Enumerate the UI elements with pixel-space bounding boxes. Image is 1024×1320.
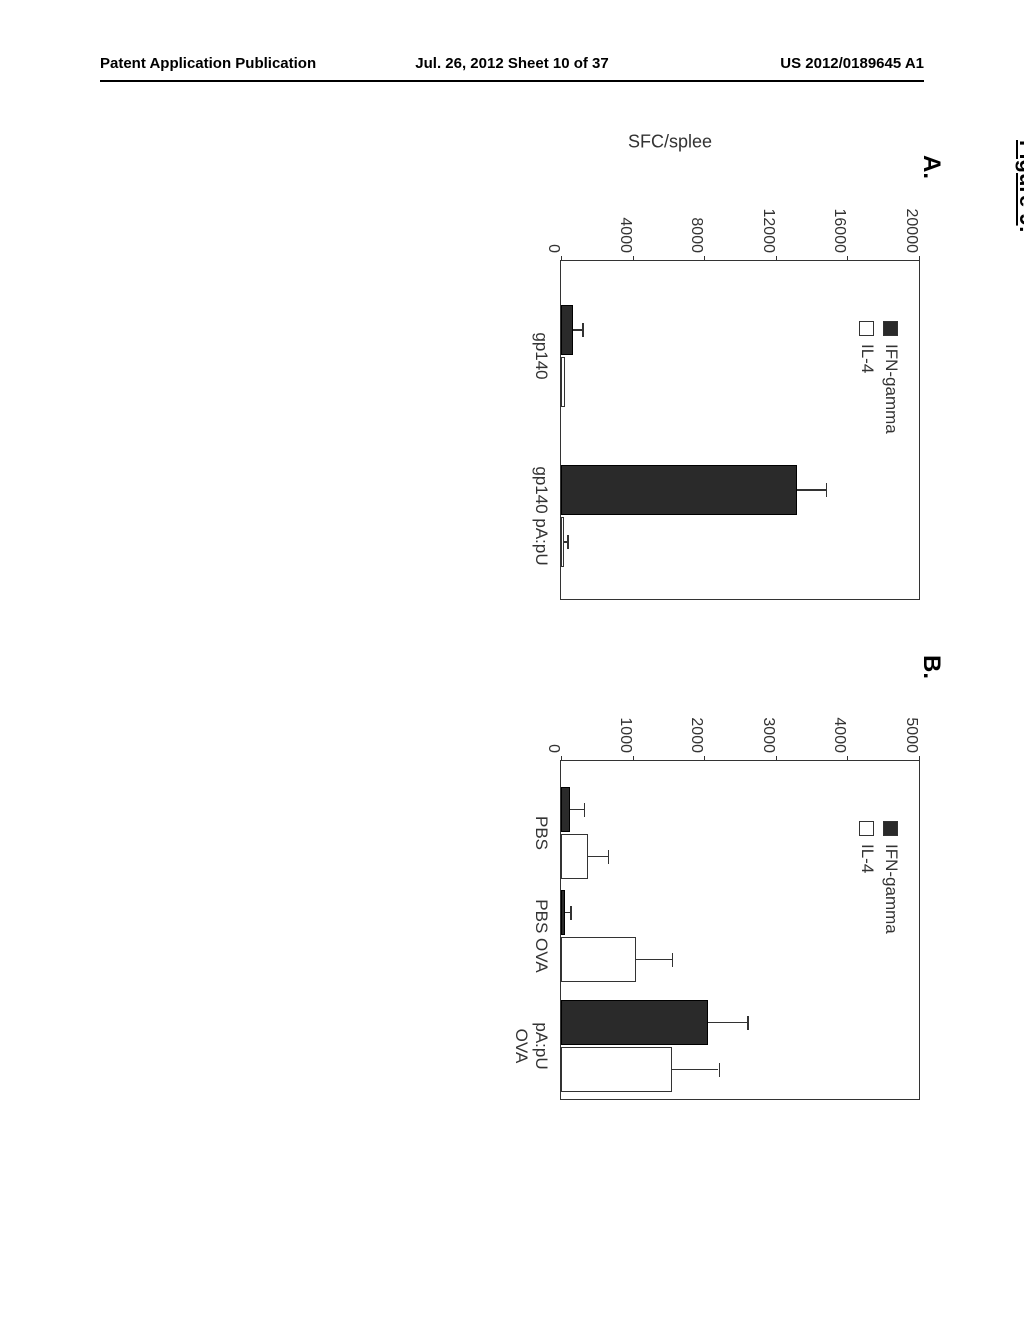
y-tick-mark bbox=[633, 756, 634, 761]
y-tick-label: 5000 bbox=[902, 717, 920, 761]
x-tick-label: PBS bbox=[531, 816, 561, 850]
error-bar-cap bbox=[584, 803, 586, 817]
figure-area: Figure 9: A. SFC/splee IFN-gamma IL-4 04… bbox=[40, 250, 1024, 1030]
error-bar bbox=[708, 1022, 747, 1024]
y-tick-mark bbox=[561, 756, 562, 761]
y-tick-label: 4000 bbox=[616, 217, 634, 261]
y-tick-label: 0 bbox=[544, 244, 562, 261]
error-bar bbox=[588, 856, 607, 858]
panel-label-b: B. bbox=[917, 655, 945, 679]
y-tick-label: 20000 bbox=[902, 209, 920, 262]
legend-swatch-filled-icon bbox=[884, 821, 899, 836]
legend-b: IFN-gamma IL-4 bbox=[853, 821, 901, 934]
y-tick-mark bbox=[704, 256, 705, 261]
y-tick-label: 0 bbox=[544, 744, 562, 761]
legend-label-il4: IL-4 bbox=[857, 344, 877, 373]
chart-b: B. IFN-gamma IL-4 010002000300040005000P… bbox=[420, 700, 920, 1120]
plot-area-b: IFN-gamma IL-4 010002000300040005000PBSP… bbox=[560, 760, 920, 1100]
legend-label-il4: IL-4 bbox=[857, 844, 877, 873]
y-tick-mark bbox=[919, 256, 920, 261]
y-tick-mark bbox=[919, 756, 920, 761]
y-tick-label: 3000 bbox=[759, 717, 777, 761]
legend-row-ifn: IFN-gamma bbox=[881, 321, 901, 434]
bar bbox=[561, 834, 588, 879]
x-tick-label: PBS OVA bbox=[531, 899, 561, 972]
y-tick-mark bbox=[776, 756, 777, 761]
y-tick-mark bbox=[847, 256, 848, 261]
error-bar-cap bbox=[570, 906, 572, 920]
header-left: Patent Application Publication bbox=[100, 55, 316, 72]
y-tick-label: 8000 bbox=[687, 217, 705, 261]
chart-a: A. SFC/splee IFN-gamma IL-4 040008000120… bbox=[420, 200, 920, 620]
legend-label-ifn: IFN-gamma bbox=[881, 844, 901, 934]
legend-a: IFN-gamma IL-4 bbox=[853, 321, 901, 434]
error-bar-cap bbox=[608, 850, 610, 864]
legend-label-ifn: IFN-gamma bbox=[881, 344, 901, 434]
error-bar bbox=[672, 1069, 719, 1071]
x-tick-label: pA:pU OVA bbox=[512, 1022, 561, 1069]
figure-content: Figure 9: A. SFC/splee IFN-gamma IL-4 04… bbox=[260, 140, 1024, 1140]
error-bar-cap bbox=[826, 483, 828, 497]
y-tick-mark bbox=[847, 756, 848, 761]
figure-title-text: Figure 9 bbox=[1015, 140, 1024, 226]
legend-row-ifn: IFN-gamma bbox=[881, 821, 901, 934]
figure-title-colon: : bbox=[1015, 226, 1024, 233]
error-bar bbox=[570, 809, 584, 811]
error-bar bbox=[636, 959, 672, 961]
bar bbox=[561, 357, 565, 407]
legend-swatch-filled-icon bbox=[884, 321, 899, 336]
page-header: Patent Application Publication Jul. 26, … bbox=[0, 55, 1024, 72]
legend-row-il4: IL-4 bbox=[857, 321, 877, 434]
error-bar-cap bbox=[747, 1016, 749, 1030]
error-bar bbox=[797, 489, 826, 491]
plot-area-a: IFN-gamma IL-4 040008000120001600020000g… bbox=[560, 260, 920, 600]
x-tick-label: gp140 bbox=[531, 332, 561, 379]
y-tick-label: 2000 bbox=[687, 717, 705, 761]
error-bar-cap bbox=[719, 1063, 721, 1077]
legend-swatch-hollow-icon bbox=[860, 321, 875, 336]
y-axis-label: SFC/splee bbox=[628, 132, 712, 153]
error-bar-cap bbox=[672, 953, 674, 967]
panel-label-a: A. bbox=[917, 155, 945, 179]
y-tick-label: 12000 bbox=[759, 209, 777, 262]
bar bbox=[561, 1000, 708, 1045]
legend-swatch-hollow-icon bbox=[860, 821, 875, 836]
header-center: Jul. 26, 2012 Sheet 10 of 37 bbox=[415, 55, 608, 72]
y-tick-label: 4000 bbox=[830, 717, 848, 761]
y-tick-mark bbox=[776, 256, 777, 261]
error-bar-cap bbox=[582, 323, 584, 337]
bar bbox=[561, 937, 636, 982]
y-tick-mark bbox=[561, 256, 562, 261]
bar bbox=[561, 1047, 672, 1092]
y-tick-label: 1000 bbox=[616, 717, 634, 761]
error-bar-cap bbox=[567, 535, 569, 549]
x-tick-label: gp140 pA:pU bbox=[531, 466, 561, 565]
y-tick-label: 16000 bbox=[830, 209, 848, 262]
y-tick-mark bbox=[704, 756, 705, 761]
error-bar bbox=[573, 329, 583, 331]
y-tick-mark bbox=[633, 256, 634, 261]
bar bbox=[561, 787, 570, 832]
bar bbox=[561, 465, 797, 515]
bar bbox=[561, 305, 573, 355]
header-right: US 2012/0189645 A1 bbox=[780, 55, 924, 72]
header-divider bbox=[100, 80, 924, 82]
figure-title: Figure 9: bbox=[1014, 140, 1024, 233]
legend-row-il4: IL-4 bbox=[857, 821, 877, 934]
